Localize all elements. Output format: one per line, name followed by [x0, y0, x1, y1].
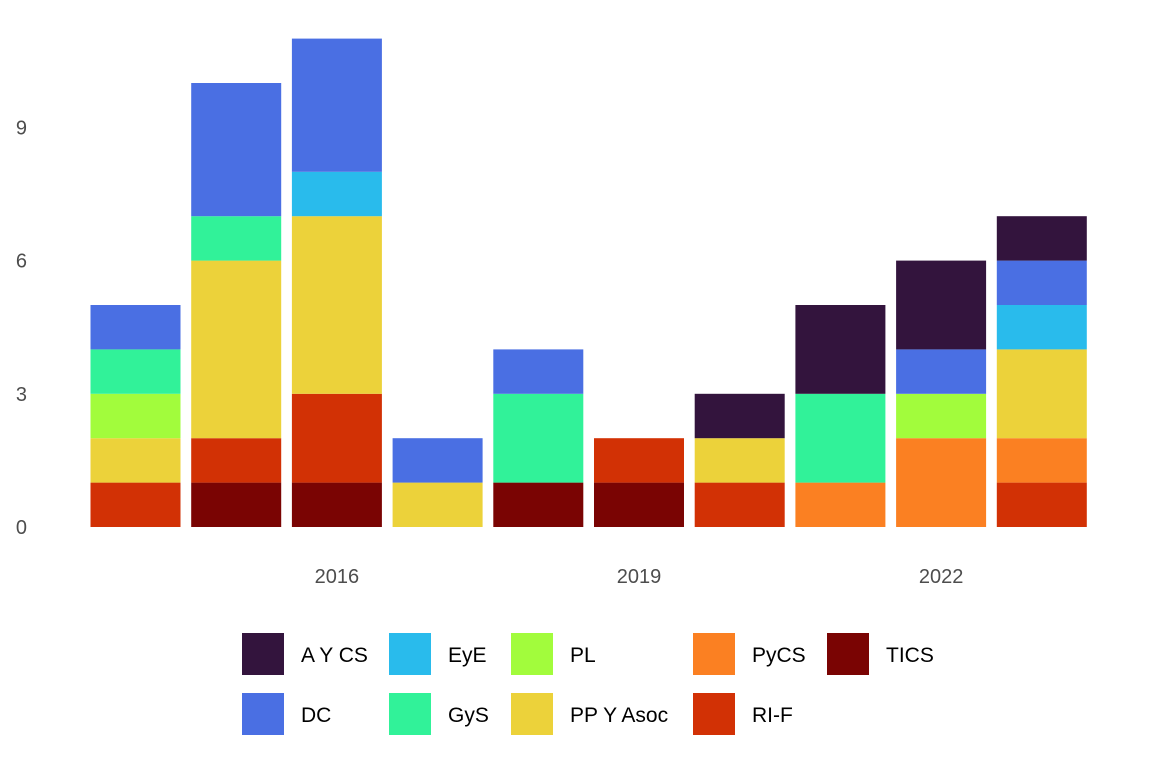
bar-segment-gys-2018 [493, 393, 584, 483]
bar-segment-ri-f-2019 [594, 438, 684, 483]
bar-segment-pp-y-asoc-2017 [392, 482, 483, 527]
bar-segment-a-y-cs-2020 [694, 393, 785, 439]
legend-label: GyS [448, 704, 489, 727]
legend-swatch [511, 633, 553, 675]
legend-swatch [693, 693, 735, 735]
bar-segment-pl-2022 [896, 393, 987, 439]
y-tick-label: 9 [16, 117, 27, 139]
legend-label: PP Y Asoc [570, 704, 668, 727]
bar-segment-pycs-2022 [896, 438, 987, 527]
legend-swatch [389, 633, 431, 675]
legend-label: DC [301, 704, 331, 727]
bar-segment-pp-y-asoc-2014 [90, 438, 181, 483]
legend-label: A Y CS [301, 644, 368, 667]
legend-label: RI-F [752, 704, 793, 727]
bar-segment-tics-2015 [191, 482, 282, 527]
bar-segment-ri-f-2016 [291, 393, 382, 483]
bar-segment-gys-2014 [90, 349, 181, 394]
x-axis: 2016 2019 2022 [315, 566, 964, 588]
bar-segment-tics-2019 [594, 482, 684, 527]
bar-segment-dc-2014 [90, 305, 181, 350]
legend-label: PyCS [752, 644, 806, 667]
legend-item-eye: EyE [389, 633, 487, 675]
bar-segment-gys-2021 [795, 393, 886, 483]
legend-swatch [693, 633, 735, 675]
legend-swatch [242, 693, 284, 735]
bar-segment-tics-2018 [493, 482, 584, 527]
legend-item-dc: DC [242, 693, 331, 735]
bar-segment-pp-y-asoc-2016 [291, 216, 382, 394]
legend-item-pl: PL [511, 633, 596, 675]
legend-item-pp-y-asoc: PP Y Asoc [511, 693, 668, 735]
y-tick-label: 6 [16, 251, 27, 273]
legend-swatch [389, 693, 431, 735]
legend-swatch [242, 633, 284, 675]
bar-segment-eye-2016 [291, 171, 382, 217]
bar-segment-dc-2016 [291, 38, 382, 172]
bar-segment-eye-2023 [996, 305, 1087, 350]
bar-segment-pl-2014 [90, 393, 181, 439]
legend-label: TICS [886, 644, 934, 667]
bar-segment-tics-2016 [291, 482, 382, 527]
bar-segment-a-y-cs-2021 [795, 305, 886, 394]
legend-label: EyE [448, 644, 487, 667]
bar-segment-gys-2015 [191, 216, 282, 261]
legend-swatch [827, 633, 869, 675]
bar-segment-dc-2015 [191, 83, 282, 217]
bar-segment-ri-f-2020 [694, 482, 785, 527]
bars-layer [90, 38, 1087, 527]
legend-item-pycs: PyCS [693, 633, 806, 675]
bar-segment-dc-2023 [996, 260, 1087, 305]
y-axis: 0 3 6 9 [16, 117, 27, 539]
x-tick-label: 2022 [919, 566, 964, 588]
legend-item-tics: TICS [827, 633, 934, 675]
bar-segment-pp-y-asoc-2015 [191, 260, 282, 439]
bar-segment-a-y-cs-2023 [996, 216, 1087, 261]
legend-item-a-y-cs: A Y CS [242, 633, 368, 675]
x-tick-label: 2019 [617, 566, 662, 588]
bar-segment-pp-y-asoc-2020 [694, 438, 785, 483]
y-tick-label: 0 [16, 517, 27, 539]
legend-label: PL [570, 644, 596, 667]
bar-segment-pp-y-asoc-2023 [996, 349, 1087, 439]
legend-item-gys: GyS [389, 693, 489, 735]
x-tick-label: 2016 [315, 566, 360, 588]
bar-segment-pycs-2023 [996, 438, 1087, 483]
bar-segment-a-y-cs-2022 [896, 260, 987, 350]
bar-segment-ri-f-2014 [90, 482, 181, 527]
bar-segment-pycs-2021 [795, 482, 886, 527]
y-tick-label: 3 [16, 384, 27, 406]
legend-item-ri-f: RI-F [693, 693, 793, 735]
bar-segment-ri-f-2015 [191, 438, 282, 483]
legend: A Y CS DC EyE GyS PL PP Y Asoc PyCS RI-F TICS [242, 633, 934, 735]
bar-segment-dc-2018 [493, 349, 584, 394]
legend-swatch [511, 693, 553, 735]
bar-segment-dc-2017 [392, 438, 483, 483]
bar-segment-dc-2022 [896, 349, 987, 394]
bar-segment-ri-f-2023 [996, 482, 1087, 527]
